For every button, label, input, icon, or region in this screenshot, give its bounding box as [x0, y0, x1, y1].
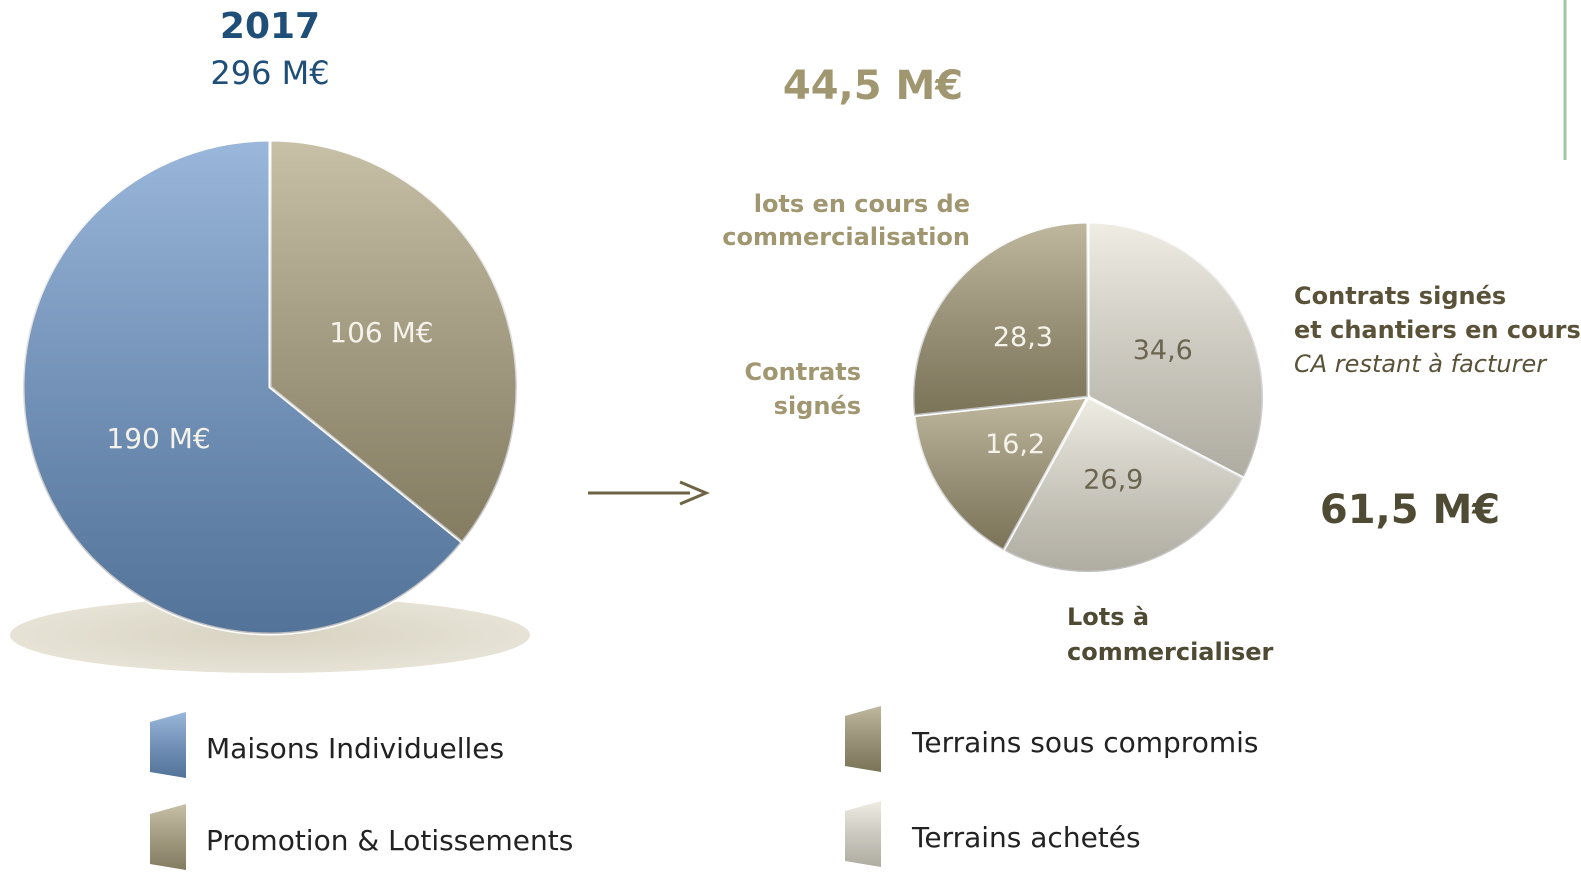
slice-label: 106 M€ [329, 316, 433, 349]
annotation: 61,5 M€ [1320, 487, 1500, 533]
annotation: signés [774, 392, 861, 420]
annotation: CA restant à facturer [1294, 350, 1548, 378]
pie-slice [911, 220, 1090, 418]
slice-label: 34,6 [1133, 335, 1193, 366]
annotation: Lots à [1067, 603, 1149, 631]
annotation: et chantiers en cours [1294, 316, 1581, 344]
chart-title: 2017 [220, 6, 320, 47]
legend-swatch-shade [150, 804, 186, 870]
arrow-head [679, 480, 710, 506]
legend-swatch-shade [150, 712, 186, 778]
chart-subtitle: 296 M€ [210, 54, 329, 92]
slice-label: 26,9 [1083, 464, 1143, 495]
annotation: Contrats signés [1294, 282, 1506, 310]
annotation: commercialiser [1067, 638, 1274, 666]
annotation: lots en cours de [754, 190, 970, 218]
annotation: 44,5 M€ [783, 63, 963, 109]
legend-label: Promotion & Lotissements [206, 824, 573, 857]
legend-swatch-shade [845, 706, 881, 772]
legend-swatch-shade [845, 801, 881, 867]
legend-label: Terrains achetés [911, 821, 1141, 854]
slice-label: 190 M€ [106, 422, 210, 455]
legend-label: Maisons Individuelles [206, 732, 504, 765]
legend-label: Terrains sous compromis [911, 726, 1258, 759]
annotation: commercialisation [722, 223, 970, 251]
slice-label: 28,3 [993, 322, 1053, 353]
annotation: Contrats [745, 358, 861, 386]
slice-label: 16,2 [985, 429, 1045, 460]
